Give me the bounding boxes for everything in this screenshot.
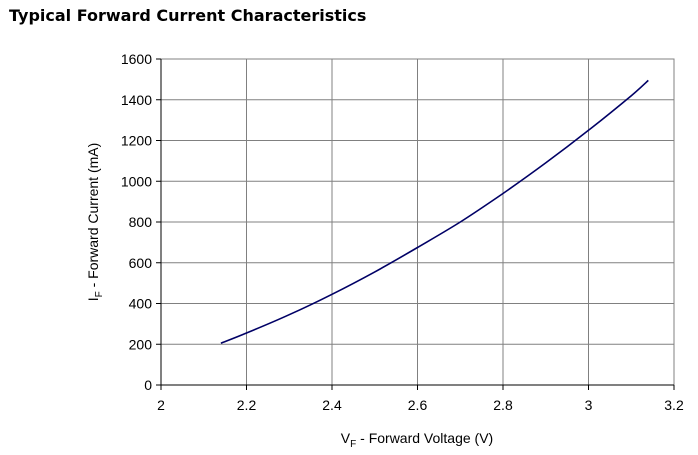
axes [156, 58, 675, 390]
x-tick-label: 2.8 [493, 397, 513, 413]
y-tick-label: 600 [129, 255, 153, 271]
series-line [220, 79, 649, 344]
chart-title: Typical Forward Current Characteristics [9, 6, 367, 25]
y-axis-label: IF - Forward Current (mA) [85, 143, 105, 302]
y-tick-labels: 0 200 400 600 800 1000 1200 1400 1600 [121, 51, 152, 393]
x-tick-label: 2.2 [237, 397, 257, 413]
x-tick-label: 2.4 [322, 397, 342, 413]
x-tick-label: 3 [585, 397, 593, 413]
y-tick-label: 200 [129, 336, 153, 352]
x-tick-label: 2.6 [408, 397, 428, 413]
x-axis-label: VF - Forward Voltage (V) [341, 430, 493, 450]
y-tick-label: 0 [144, 377, 152, 393]
y-tick-label: 400 [129, 296, 153, 312]
y-tick-label: 1200 [121, 133, 152, 149]
x-tick-label: 3.2 [664, 397, 684, 413]
x-tick-label: 2 [157, 397, 165, 413]
x-tick-labels: 2 2.2 2.4 2.6 2.8 3 3.2 [157, 397, 684, 413]
y-tick-label: 800 [129, 214, 153, 230]
y-tick-label: 1400 [121, 92, 152, 108]
y-tick-label: 1600 [121, 51, 152, 67]
y-tick-label: 1000 [121, 173, 152, 189]
